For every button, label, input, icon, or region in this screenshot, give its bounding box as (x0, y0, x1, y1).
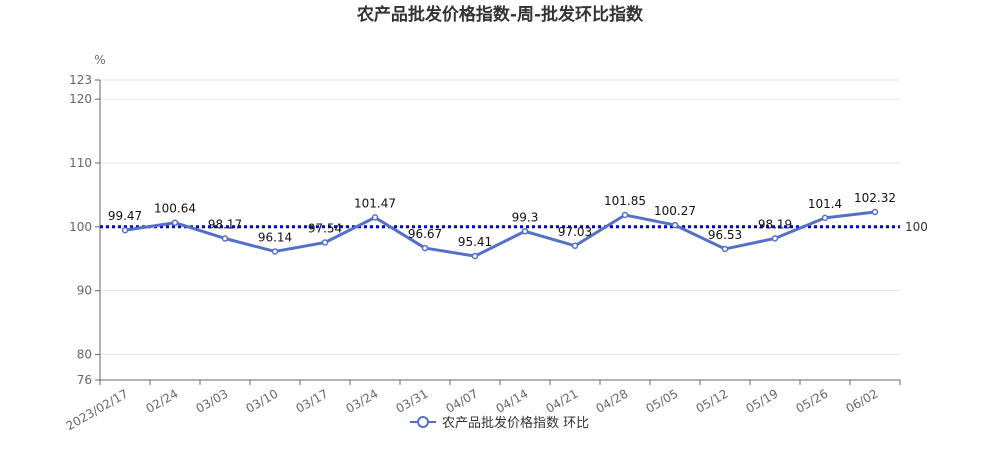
x-tick-label: 05/12 (694, 386, 731, 415)
y-tick-label: 120 (69, 92, 92, 106)
data-label: 99.47 (108, 209, 142, 223)
data-point (671, 221, 679, 229)
data-point (871, 208, 879, 216)
reference-line-label: 100 (905, 220, 928, 234)
x-tick-label: 05/19 (744, 386, 781, 415)
series-layer (121, 208, 879, 260)
x-tick-label: 2023/02/17 (64, 386, 131, 433)
x-tick-label: 03/31 (394, 386, 431, 415)
data-label: 101.85 (604, 194, 646, 208)
y-axis-unit: % (94, 53, 105, 67)
data-label: 101.47 (354, 196, 396, 210)
legend[interactable]: 农产品批发价格指数 环比 (410, 415, 589, 431)
data-point (221, 235, 229, 242)
x-tick-label: 05/26 (794, 386, 831, 415)
legend-label: 农产品批发价格指数 环比 (442, 415, 589, 431)
legend-marker (417, 416, 429, 428)
data-point (171, 219, 179, 226)
data-label: 101.4 (808, 197, 842, 211)
y-axis-ticks: 76 80 90 100 110 120 123 (69, 73, 100, 387)
y-tick-label: 80 (77, 347, 92, 361)
reference-line: 100 (100, 220, 928, 234)
data-label: 95.41 (458, 235, 492, 249)
data-point (471, 252, 479, 260)
x-tick-label: 03/10 (244, 386, 281, 415)
data-label: 102.32 (854, 191, 896, 205)
x-tick-label: 04/28 (594, 386, 631, 415)
data-labels: 99.47 100.64 98.17 96.14 97.54 101.47 96.67 95.… (108, 191, 896, 249)
y-tick-label: 123 (69, 73, 92, 87)
data-point (521, 228, 529, 235)
data-label: 98.17 (208, 217, 242, 231)
data-point (421, 244, 429, 252)
data-point (721, 245, 729, 253)
x-tick-label: 04/07 (444, 386, 481, 415)
x-tick-label: 06/02 (844, 386, 881, 415)
data-label: 99.3 (512, 210, 539, 224)
data-label: 100.64 (154, 202, 196, 216)
x-tick-label: 04/14 (494, 386, 531, 415)
x-tick-label: 03/24 (344, 386, 381, 415)
x-tick-label: 03/17 (294, 386, 331, 415)
x-tick-label: 04/21 (544, 386, 581, 415)
data-point (371, 214, 379, 221)
data-label: 97.54 (308, 222, 342, 236)
y-tick-label: 90 (77, 284, 92, 298)
x-tick-label: 03/03 (194, 386, 231, 415)
data-point (321, 239, 329, 246)
data-label: 96.67 (408, 227, 442, 241)
data-point (821, 214, 829, 222)
data-point (571, 242, 579, 250)
data-label: 96.14 (258, 230, 292, 244)
data-label: 100.27 (654, 204, 696, 218)
data-label: 98.19 (758, 217, 792, 231)
y-tick-label: 110 (69, 156, 92, 170)
y-tick-label: 76 (77, 373, 92, 387)
x-tick-label: 05/05 (644, 386, 681, 415)
data-point (121, 226, 129, 234)
data-point (621, 211, 629, 219)
data-label: 97.03 (558, 225, 592, 239)
chart-title: 农产品批发价格指数-周-批发环比指数 (356, 4, 644, 25)
x-tick-label: 02/24 (144, 386, 181, 415)
data-point (271, 248, 279, 255)
data-point (771, 235, 779, 242)
y-tick-label: 100 (69, 220, 92, 234)
data-label: 96.53 (708, 228, 742, 242)
series-line (124, 210, 876, 258)
